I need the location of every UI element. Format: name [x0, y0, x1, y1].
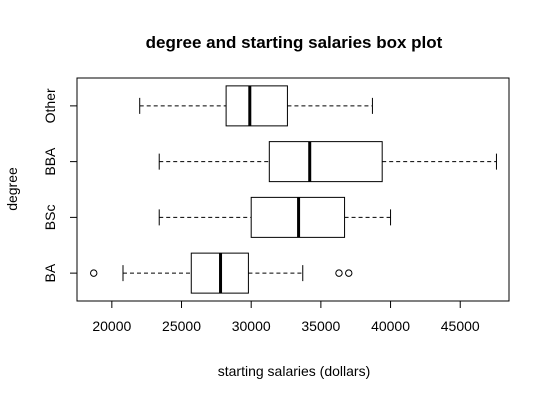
outlier-point: [90, 269, 98, 277]
iqr-box: [225, 85, 288, 127]
x-tick-label: 25000: [162, 318, 201, 334]
box-group-bba: [158, 141, 497, 183]
y-tick-label: Other: [42, 88, 58, 123]
x-tick-label: 30000: [232, 318, 271, 334]
iqr-box: [268, 141, 383, 183]
y-tick-label: BSc: [42, 205, 58, 231]
boxes-layer: [90, 85, 497, 294]
chart-title: degree and starting salaries box plot: [146, 33, 443, 52]
x-tick-label: 40000: [371, 318, 410, 334]
y-axis-label: degree: [4, 167, 20, 211]
y-tick-label: BA: [42, 263, 58, 282]
x-axis-label: starting salaries (dollars): [218, 363, 371, 379]
y-axis: BA BSc BBA Other: [42, 88, 78, 282]
box-group-ba: [90, 252, 353, 294]
box-group-bsc: [158, 196, 392, 238]
y-tick-label: BBA: [42, 147, 58, 176]
outlier-point: [345, 269, 353, 277]
x-tick-label: 45000: [441, 318, 480, 334]
box-group-other: [139, 85, 373, 127]
outlier-point: [335, 269, 343, 277]
plot-frame: [76, 77, 510, 302]
x-tick-label: 35000: [301, 318, 340, 334]
x-axis: 20000 25000 30000 35000 40000 45000: [92, 300, 480, 334]
x-tick-label: 20000: [92, 318, 131, 334]
